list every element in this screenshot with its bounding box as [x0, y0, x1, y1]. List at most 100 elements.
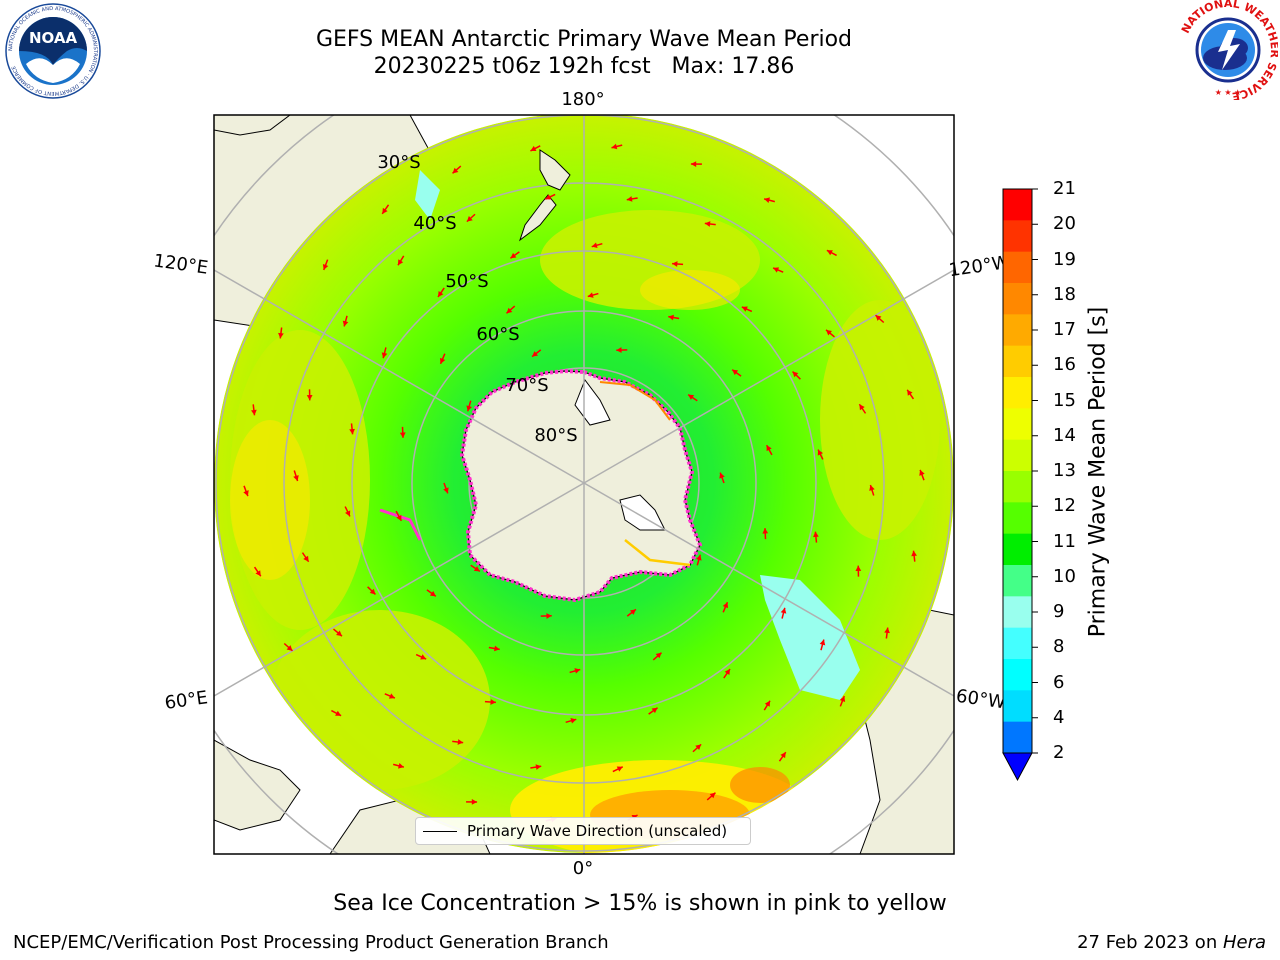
wave-arrow: [884, 627, 890, 639]
wave-arrow: [569, 668, 581, 674]
indonesia-land: [214, 115, 291, 136]
colorbar-segments: [1003, 189, 1032, 754]
wave-arrow: [439, 353, 446, 365]
colorbar-segment: [1003, 408, 1032, 441]
period-patch: [730, 767, 790, 803]
wave-arrow: [826, 249, 837, 257]
colorbar-tick-label: 16: [1053, 354, 1076, 376]
colorbar-extend-arrow: [1002, 752, 1033, 782]
wave-arrow: [690, 161, 702, 167]
colorbar-tick-label: 20: [1053, 213, 1076, 235]
wave-arrow: [778, 751, 787, 762]
colorbar-segment: [1003, 314, 1032, 347]
wave-arrow: [466, 799, 478, 805]
wave-arrow: [466, 213, 476, 223]
wave-arrow: [741, 306, 753, 313]
wave-arrow: [381, 204, 390, 215]
wave-arrow: [587, 292, 599, 298]
machine-name: Hera: [1222, 932, 1266, 953]
lat-label-70s: 70°S: [505, 375, 548, 396]
wave-arrow: [531, 349, 542, 358]
noaa-logo-text: NOAA: [29, 29, 78, 47]
wave-arrow: [612, 766, 624, 773]
wave-arrow: [443, 482, 449, 494]
wave-arrow: [762, 528, 769, 540]
wave-arrow: [540, 613, 552, 619]
sea-ice-note: Sea Ice Concentration > 15% is shown in …: [333, 891, 947, 916]
wave-arrow: [301, 552, 310, 563]
wave-arrow: [452, 739, 464, 745]
lon-label-120e: 120°E: [152, 250, 209, 278]
wave-arrow: [565, 717, 577, 724]
period-patch: [230, 420, 310, 580]
wave-arrow: [251, 404, 257, 416]
wave-arrow: [333, 628, 343, 637]
wave-arrow: [706, 792, 716, 801]
lon-label-180: 180°: [561, 89, 604, 110]
lat-label-60s: 60°S: [476, 324, 519, 345]
lat-label-40s: 40°S: [413, 213, 456, 234]
wave-arrow: [342, 315, 349, 327]
colorbar-segment: [1003, 596, 1032, 629]
map-legend: Primary Wave Direction (unscaled): [415, 817, 751, 845]
wave-arrow: [293, 470, 299, 482]
chart-subtitle: 20230225 t06z 192h fcst Max: 17.86: [373, 54, 795, 79]
wave-arrow: [367, 586, 376, 596]
wave-arrow: [817, 449, 824, 460]
map-frame: [213, 114, 955, 855]
colorbar-segment: [1003, 251, 1032, 284]
colorbar-tick-label: 2: [1053, 742, 1065, 763]
wave-arrow: [858, 403, 867, 414]
wave-arrow: [819, 639, 826, 651]
sea-ice-edge-high: [599, 381, 671, 421]
period-patch-low: [760, 575, 860, 700]
run-date-text: 27 Feb 2023 on: [1077, 932, 1223, 953]
colorbar: [1002, 188, 1038, 782]
wave-arrow: [488, 645, 500, 652]
wave-direction-arrows: [243, 143, 925, 823]
period-patch-low: [415, 170, 440, 220]
wave-arrow: [384, 693, 396, 699]
wave-arrow: [509, 251, 520, 259]
wave-arrow: [470, 564, 481, 573]
lat-label-30s: 30°S: [377, 152, 420, 173]
meridian-lines: [214, 115, 954, 854]
colorbar-segment: [1003, 189, 1032, 221]
wave-arrow: [780, 607, 787, 619]
wave-arrow: [763, 197, 775, 203]
colorbar-segment: [1003, 502, 1032, 535]
wave-arrow: [452, 165, 462, 174]
wave-arrow: [399, 426, 406, 438]
wave-arrow: [906, 389, 915, 400]
wave-arrow: [648, 707, 659, 715]
lat-label-80s: 80°S: [534, 425, 577, 446]
wave-arrow: [839, 695, 846, 707]
period-patch: [820, 300, 940, 540]
colorbar-tick-label: 17: [1053, 319, 1076, 340]
colorbar-tick-marks: [1032, 188, 1038, 754]
wave-arrow: [397, 255, 405, 266]
wave-arrow: [687, 393, 698, 402]
wave-arrow: [393, 763, 405, 769]
colorbar-segment: [1003, 533, 1032, 566]
wave-arrow: [395, 510, 403, 522]
producer-credit: NCEP/EMC/Verification Post Processing Pr…: [13, 932, 609, 953]
wave-arrow: [652, 652, 663, 661]
colorbar-tick-label: 6: [1053, 671, 1065, 693]
wave-arrow: [626, 608, 637, 617]
legend-label: Primary Wave Direction (unscaled): [467, 822, 728, 840]
wave-arrow: [626, 196, 638, 202]
wave-arrow: [616, 347, 628, 353]
wave-arrow: [813, 531, 819, 543]
wave-arrow: [919, 469, 925, 481]
lat-label-50s: 50°S: [445, 271, 488, 292]
colorbar-tick-label: 12: [1053, 495, 1076, 517]
wave-arrow: [591, 242, 603, 249]
new-zealand-north: [539, 149, 571, 191]
colorbar-segment: [1003, 690, 1032, 723]
lon-label-60e: 60°E: [163, 687, 209, 714]
colorbar-tick-label: 13: [1053, 460, 1076, 481]
run-date: 27 Feb 2023 on Hera: [1077, 932, 1266, 953]
colorbar-tick-label: 8: [1053, 636, 1065, 658]
